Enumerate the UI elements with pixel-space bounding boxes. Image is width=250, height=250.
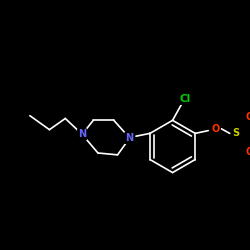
Text: O: O (245, 112, 250, 122)
Text: Cl: Cl (179, 94, 190, 104)
Text: O: O (212, 124, 220, 134)
Text: N: N (125, 133, 134, 143)
Text: N: N (125, 133, 134, 143)
Text: O: O (245, 147, 250, 157)
Text: N: N (78, 129, 86, 139)
Text: S: S (233, 128, 240, 138)
